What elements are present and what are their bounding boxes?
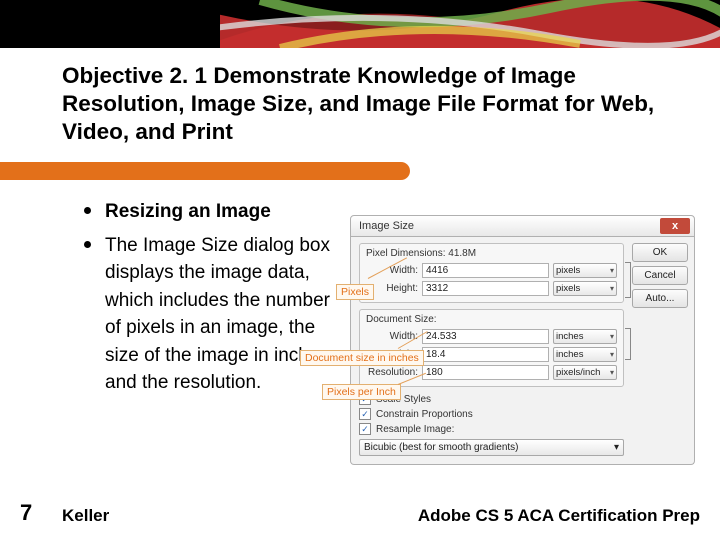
resolution-input[interactable]: 180 (422, 365, 549, 380)
close-button[interactable]: x (660, 218, 690, 234)
cancel-button[interactable]: Cancel (632, 266, 688, 285)
check-label: Constrain Proportions (376, 409, 473, 420)
unit-select[interactable]: pixels▾ (553, 281, 617, 296)
pixel-dimensions-group: Pixel Dimensions: 41.8M Width: 4416 pixe… (359, 243, 624, 303)
chevron-down-icon: ▾ (610, 368, 614, 377)
group-title: Pixel Dimensions: 41.8M (366, 248, 617, 259)
unit-select[interactable]: inches▾ (553, 347, 617, 362)
top-banner (0, 0, 720, 48)
row-resolution: Resolution: 180 pixels/inch▾ (366, 365, 617, 380)
bullet-text: Resizing an Image (105, 198, 271, 226)
checkbox-icon: ✓ (359, 423, 371, 435)
resample-select[interactable]: Bicubic (best for smooth gradients) ▾ (359, 439, 624, 456)
image-size-dialog: Image Size x Pixel Dimensions: 41.8M Wid… (350, 215, 695, 465)
auto-button[interactable]: Auto... (632, 289, 688, 308)
row-pixel-height: Height: 3312 pixels▾ (366, 281, 617, 296)
chevron-down-icon: ▾ (614, 442, 619, 453)
dialog-button-column: OK Cancel Auto... (632, 237, 694, 464)
field-label: Resolution: (366, 367, 418, 378)
unit-select[interactable]: pixels▾ (553, 263, 617, 278)
bullet-text: The Image Size dialog box displays the i… (105, 232, 340, 397)
callout-ppi: Pixels per Inch (322, 386, 401, 398)
slide-heading: Objective 2. 1 Demonstrate Knowledge of … (62, 62, 662, 146)
link-bracket-icon (625, 328, 631, 360)
dialog-title-text: Image Size (359, 220, 414, 232)
unit-select[interactable]: inches▾ (553, 329, 617, 344)
check-resample[interactable]: ✓ Resample Image: (359, 423, 624, 435)
row-pixel-width: Width: 4416 pixels▾ (366, 263, 617, 278)
link-bracket-icon (625, 262, 631, 298)
check-label: Resample Image: (376, 424, 454, 435)
chevron-down-icon: ▾ (610, 350, 614, 359)
bullet-list: Resizing an Image The Image Size dialog … (84, 198, 340, 403)
checkbox-icon: ✓ (359, 408, 371, 420)
page-number: 7 (20, 500, 32, 526)
check-constrain[interactable]: ✓ Constrain Proportions (359, 408, 624, 420)
height-inches-input[interactable]: 18.4 (422, 347, 549, 362)
chevron-down-icon: ▾ (610, 332, 614, 341)
height-pixels-input[interactable]: 3312 (422, 281, 549, 296)
chevron-down-icon: ▾ (610, 266, 614, 275)
ok-button[interactable]: OK (632, 243, 688, 262)
unit-select[interactable]: pixels/inch▾ (553, 365, 617, 380)
dialog-titlebar: Image Size x (350, 215, 695, 237)
bullet-dot-icon (84, 207, 91, 214)
width-inches-input[interactable]: 24.533 (422, 329, 549, 344)
group-title: Document Size: (366, 314, 617, 325)
width-pixels-input[interactable]: 4416 (422, 263, 549, 278)
footer-author: Keller (62, 506, 109, 526)
chevron-down-icon: ▾ (610, 284, 614, 293)
callout-docsize: Document size in inches (300, 352, 424, 364)
callout-pixels: Pixels (336, 286, 374, 298)
accent-bar (0, 162, 410, 180)
bullet-item: Resizing an Image (84, 198, 340, 226)
banner-art (220, 0, 720, 48)
row-doc-width: Width: 24.533 inches▾ (366, 329, 617, 344)
bullet-dot-icon (84, 241, 91, 248)
footer-course: Adobe CS 5 ACA Certification Prep (418, 506, 700, 526)
bullet-item: The Image Size dialog box displays the i… (84, 232, 340, 397)
